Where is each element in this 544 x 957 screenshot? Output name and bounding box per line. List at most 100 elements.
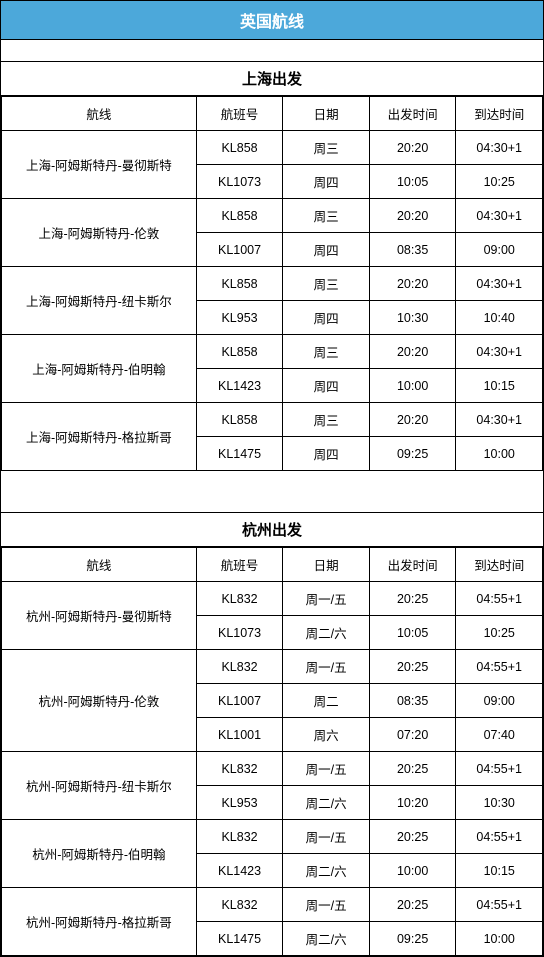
day-cell: 周三 (283, 267, 370, 301)
dep-cell: 08:35 (369, 684, 456, 718)
day-cell: 周四 (283, 233, 370, 267)
table-row: 上海-阿姆斯特丹-伦敦KL858周三20:2004:30+1 (2, 199, 543, 233)
arr-cell: 04:30+1 (456, 403, 543, 437)
flight-no-cell: KL953 (196, 786, 283, 820)
day-cell: 周六 (283, 718, 370, 752)
route-cell: 杭州-阿姆斯特丹-纽卡斯尔 (2, 752, 197, 820)
flight-no-cell: KL1073 (196, 616, 283, 650)
flight-no-cell: KL1001 (196, 718, 283, 752)
dep-cell: 09:25 (369, 922, 456, 956)
day-cell: 周二/六 (283, 854, 370, 888)
flight-no-cell: KL1007 (196, 684, 283, 718)
table-row: 杭州-阿姆斯特丹-纽卡斯尔KL832周一/五20:2504:55+1 (2, 752, 543, 786)
table-row: 上海-阿姆斯特丹-曼彻斯特KL858周三20:2004:30+1 (2, 131, 543, 165)
dep-cell: 10:05 (369, 616, 456, 650)
dep-cell: 20:20 (369, 131, 456, 165)
day-cell: 周一/五 (283, 582, 370, 616)
arr-cell: 10:00 (456, 922, 543, 956)
day-cell: 周二/六 (283, 922, 370, 956)
table-header-cell: 出发时间 (369, 548, 456, 582)
table-header-row: 航线航班号日期出发时间到达时间 (2, 548, 543, 582)
dep-cell: 07:20 (369, 718, 456, 752)
route-cell: 上海-阿姆斯特丹-纽卡斯尔 (2, 267, 197, 335)
arr-cell: 10:40 (456, 301, 543, 335)
arr-cell: 04:55+1 (456, 888, 543, 922)
flight-no-cell: KL832 (196, 650, 283, 684)
arr-cell: 10:15 (456, 854, 543, 888)
day-cell: 周四 (283, 165, 370, 199)
dep-cell: 20:25 (369, 752, 456, 786)
day-cell: 周三 (283, 335, 370, 369)
table-header-cell: 航班号 (196, 548, 283, 582)
section-title: 上海出发 (1, 62, 543, 96)
arr-cell: 04:55+1 (456, 582, 543, 616)
flight-no-cell: KL1423 (196, 369, 283, 403)
flight-no-cell: KL832 (196, 888, 283, 922)
day-cell: 周四 (283, 369, 370, 403)
route-cell: 杭州-阿姆斯特丹-伦敦 (2, 650, 197, 752)
table-row: 杭州-阿姆斯特丹-格拉斯哥KL832周一/五20:2504:55+1 (2, 888, 543, 922)
dep-cell: 10:20 (369, 786, 456, 820)
dep-cell: 20:20 (369, 403, 456, 437)
route-cell: 上海-阿姆斯特丹-伦敦 (2, 199, 197, 267)
flight-no-cell: KL858 (196, 267, 283, 301)
flight-no-cell: KL1423 (196, 854, 283, 888)
flight-no-cell: KL832 (196, 582, 283, 616)
table-row: 杭州-阿姆斯特丹-伯明翰KL832周一/五20:2504:55+1 (2, 820, 543, 854)
dep-cell: 20:20 (369, 335, 456, 369)
arr-cell: 04:30+1 (456, 267, 543, 301)
table-header-cell: 航线 (2, 97, 197, 131)
flight-no-cell: KL1475 (196, 922, 283, 956)
arr-cell: 10:15 (456, 369, 543, 403)
dep-cell: 08:35 (369, 233, 456, 267)
flight-no-cell: KL858 (196, 403, 283, 437)
arr-cell: 10:00 (456, 437, 543, 471)
day-cell: 周四 (283, 301, 370, 335)
arr-cell: 10:30 (456, 786, 543, 820)
dep-cell: 20:25 (369, 820, 456, 854)
schedule-container: 英国航线 上海出发航线航班号日期出发时间到达时间上海-阿姆斯特丹-曼彻斯特KL8… (0, 0, 544, 957)
arr-cell: 04:30+1 (456, 335, 543, 369)
section-title: 杭州出发 (1, 513, 543, 547)
day-cell: 周一/五 (283, 650, 370, 684)
dep-cell: 10:05 (369, 165, 456, 199)
table-header-cell: 日期 (283, 97, 370, 131)
day-cell: 周三 (283, 131, 370, 165)
arr-cell: 04:30+1 (456, 199, 543, 233)
flight-no-cell: KL953 (196, 301, 283, 335)
day-cell: 周三 (283, 199, 370, 233)
sections-host: 上海出发航线航班号日期出发时间到达时间上海-阿姆斯特丹-曼彻斯特KL858周三2… (1, 40, 543, 956)
day-cell: 周一/五 (283, 752, 370, 786)
day-cell: 周二 (283, 684, 370, 718)
day-cell: 周二/六 (283, 786, 370, 820)
flight-no-cell: KL858 (196, 335, 283, 369)
flight-no-cell: KL832 (196, 820, 283, 854)
route-cell: 上海-阿姆斯特丹-伯明翰 (2, 335, 197, 403)
arr-cell: 04:55+1 (456, 752, 543, 786)
dep-cell: 20:20 (369, 267, 456, 301)
dep-cell: 10:30 (369, 301, 456, 335)
route-cell: 杭州-阿姆斯特丹-曼彻斯特 (2, 582, 197, 650)
arr-cell: 09:00 (456, 684, 543, 718)
table-header-cell: 到达时间 (456, 97, 543, 131)
flight-table: 航线航班号日期出发时间到达时间上海-阿姆斯特丹-曼彻斯特KL858周三20:20… (1, 96, 543, 471)
main-title: 英国航线 (1, 1, 543, 40)
route-cell: 上海-阿姆斯特丹-曼彻斯特 (2, 131, 197, 199)
day-cell: 周一/五 (283, 888, 370, 922)
table-row: 上海-阿姆斯特丹-伯明翰KL858周三20:2004:30+1 (2, 335, 543, 369)
table-row: 上海-阿姆斯特丹-纽卡斯尔KL858周三20:2004:30+1 (2, 267, 543, 301)
dep-cell: 09:25 (369, 437, 456, 471)
flight-no-cell: KL858 (196, 199, 283, 233)
table-header-cell: 到达时间 (456, 548, 543, 582)
flight-no-cell: KL1475 (196, 437, 283, 471)
dep-cell: 20:25 (369, 650, 456, 684)
route-cell: 上海-阿姆斯特丹-格拉斯哥 (2, 403, 197, 471)
arr-cell: 04:55+1 (456, 650, 543, 684)
arr-cell: 04:55+1 (456, 820, 543, 854)
table-row: 上海-阿姆斯特丹-格拉斯哥KL858周三20:2004:30+1 (2, 403, 543, 437)
arr-cell: 10:25 (456, 616, 543, 650)
arr-cell: 07:40 (456, 718, 543, 752)
flight-table: 航线航班号日期出发时间到达时间杭州-阿姆斯特丹-曼彻斯特KL832周一/五20:… (1, 547, 543, 956)
table-row: 杭州-阿姆斯特丹-伦敦KL832周一/五20:2504:55+1 (2, 650, 543, 684)
flight-no-cell: KL1007 (196, 233, 283, 267)
